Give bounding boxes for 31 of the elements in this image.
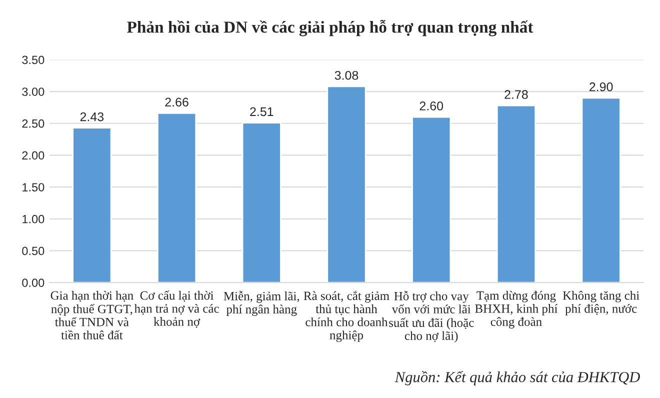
y-tick-label: 1.00 [22, 214, 44, 224]
data-label: 3.08 [334, 70, 358, 80]
x-tick-label: Gia hạn thời hạn nộp thuế GTGT, thuế TNDN và tiền thuê đất [50, 290, 134, 340]
bar [412, 116, 452, 283]
data-label: 2.51 [250, 107, 274, 116]
y-tick-label: 3.00 [22, 88, 44, 96]
x-tick-label: Rà soát, cắt giảm thủ tục hành chính cho doanh nghiệp [304, 290, 390, 342]
text: Nguồn: Kết quả khảo sát của ĐHKTQD [394, 371, 640, 386]
x-tick-label: Tạm dừng đóng BHXH, kinh phí công đoàn [475, 290, 558, 329]
bar [72, 127, 112, 283]
x-tick-label: Miễn, giảm lãi, phí ngân hàng [224, 290, 300, 316]
y-tick-label: 3.50 [22, 56, 44, 64]
y-tick-label: 2.50 [22, 119, 44, 128]
data-label: 2.90 [590, 82, 613, 92]
x-tick-label: Hỗ trợ cho vay vốn với mức lãi suất ưu đãi (hoặc cho nợ lãi) [389, 290, 474, 343]
y-tick-label: 0.00 [22, 278, 44, 287]
x-tick-label: Không tăng chi phí điện, nước [562, 290, 640, 316]
bar [326, 86, 366, 283]
y-tick-label: 2.00 [22, 151, 44, 160]
y-tick-label: 0.50 [22, 246, 44, 256]
bar [157, 112, 197, 283]
x-tick-label: Cơ cấu lại thời hạn trả nợ và các khoản nợ [134, 290, 219, 328]
chart-title: Phản hồi của DN về các giải pháp hỗ trợ quan trọng nhất [127, 20, 534, 36]
data-label: 2.66 [165, 98, 188, 107]
y-tick-label: 1.50 [22, 183, 44, 192]
bar [496, 104, 536, 283]
bar [581, 97, 621, 283]
data-label: 2.78 [504, 90, 528, 99]
bar [242, 122, 282, 283]
data-label: 2.43 [80, 112, 104, 122]
data-label: 2.60 [420, 102, 444, 110]
